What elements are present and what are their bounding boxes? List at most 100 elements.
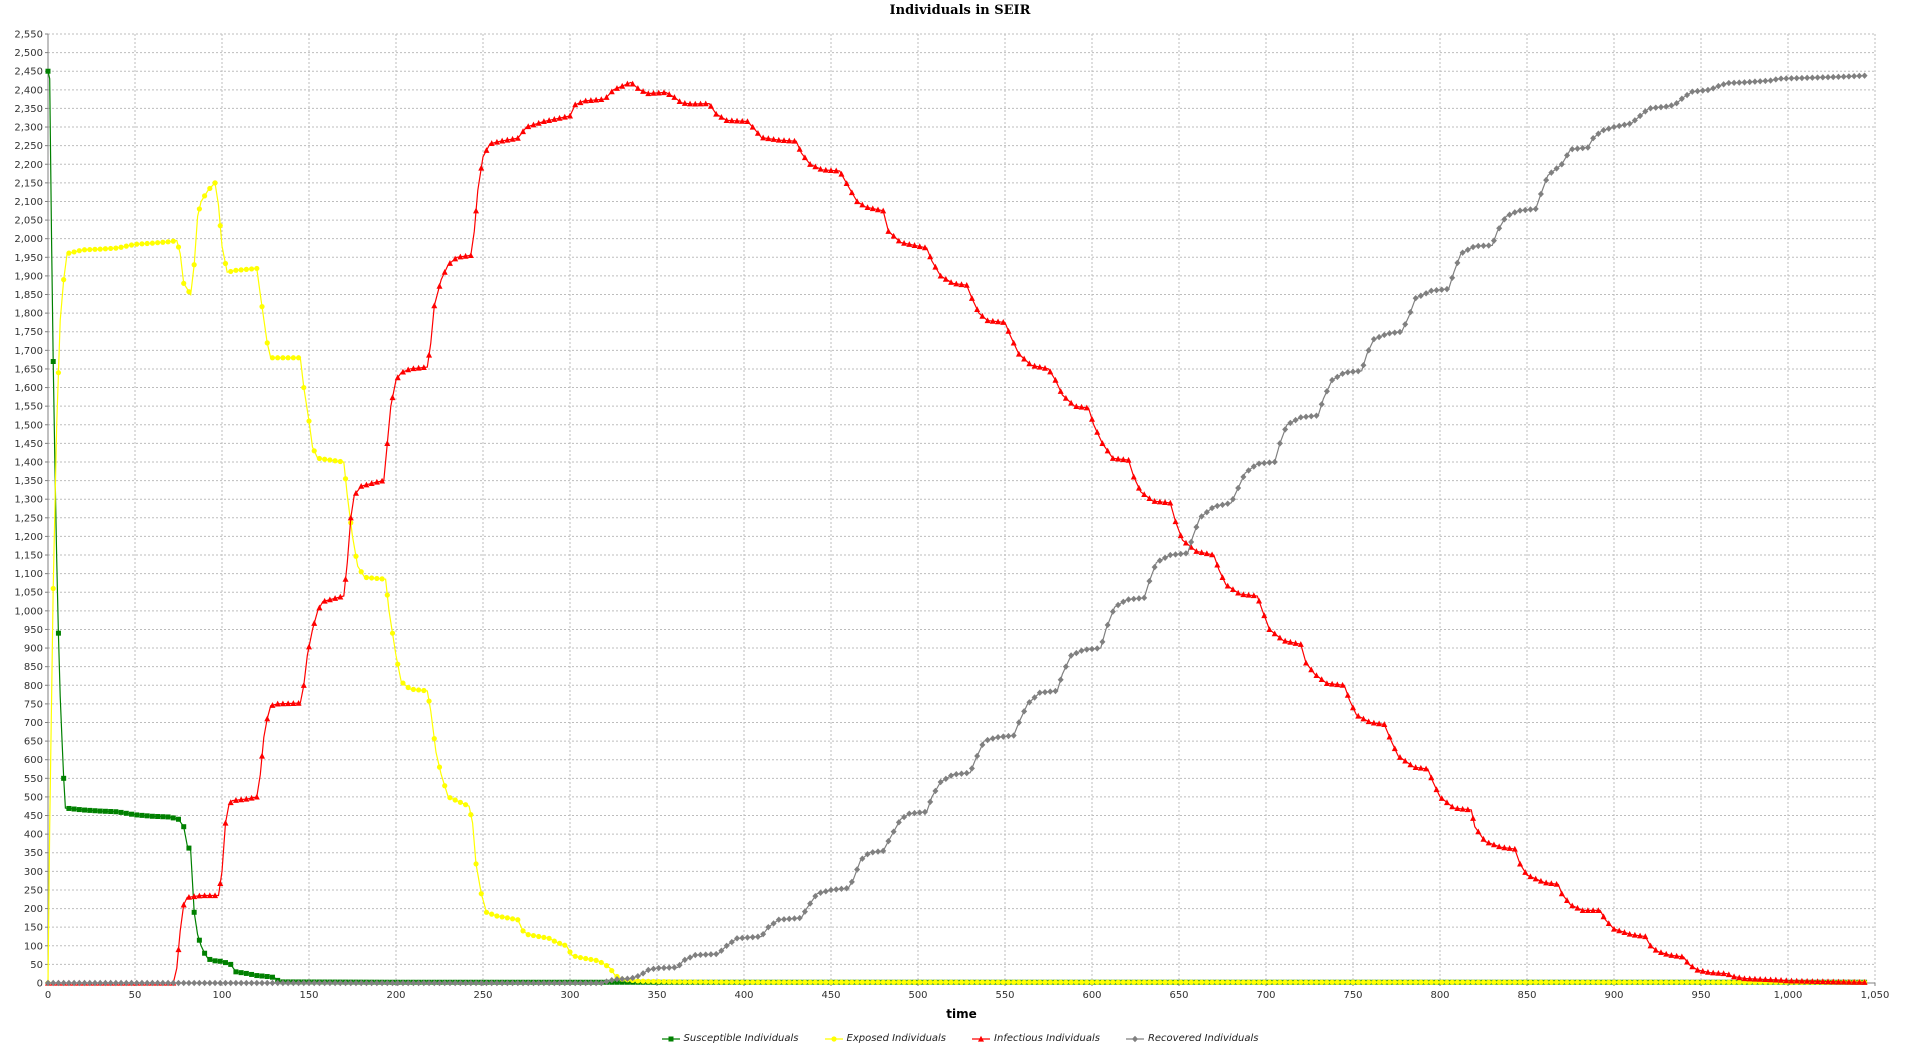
data-point bbox=[1000, 319, 1007, 325]
data-point bbox=[1433, 979, 1440, 985]
data-point bbox=[703, 979, 709, 985]
x-tick-label: 600 bbox=[1082, 990, 1101, 1001]
series-recovered-individuals bbox=[45, 72, 1868, 987]
data-point bbox=[1271, 630, 1278, 637]
data-point bbox=[744, 934, 751, 941]
data-point bbox=[1788, 977, 1795, 984]
data-point bbox=[92, 246, 98, 252]
data-point bbox=[71, 979, 78, 987]
data-point bbox=[149, 979, 156, 987]
data-point bbox=[1099, 638, 1106, 646]
data-point bbox=[1109, 455, 1116, 461]
data-point bbox=[640, 970, 647, 977]
data-point bbox=[812, 163, 819, 170]
data-point bbox=[279, 700, 286, 707]
data-point bbox=[932, 979, 939, 985]
data-point bbox=[890, 828, 897, 835]
data-point bbox=[191, 893, 198, 900]
data-point bbox=[1381, 331, 1388, 339]
x-tick-label: 1,050 bbox=[1861, 990, 1890, 1001]
data-point bbox=[1141, 491, 1148, 498]
legend-item: Recovered Individuals bbox=[1125, 1033, 1258, 1044]
data-point bbox=[655, 964, 662, 972]
data-point bbox=[1631, 931, 1638, 938]
data-point bbox=[848, 189, 855, 196]
data-point bbox=[1600, 913, 1607, 920]
data-point bbox=[416, 687, 422, 693]
data-point bbox=[1663, 950, 1670, 957]
data-point bbox=[457, 799, 463, 805]
data-point bbox=[358, 482, 365, 489]
data-point bbox=[160, 239, 166, 245]
data-point bbox=[269, 974, 275, 980]
data-point bbox=[1616, 122, 1623, 130]
data-point bbox=[1276, 634, 1283, 641]
data-point bbox=[228, 268, 234, 275]
data-point bbox=[650, 978, 657, 985]
data-point bbox=[337, 593, 344, 600]
data-point bbox=[1015, 350, 1022, 357]
data-point bbox=[384, 440, 391, 446]
data-point bbox=[598, 979, 605, 987]
data-point bbox=[1334, 681, 1341, 688]
data-point bbox=[1083, 404, 1090, 411]
y-tick-label: 1,250 bbox=[14, 513, 43, 524]
data-point bbox=[243, 266, 249, 272]
data-point bbox=[1527, 873, 1534, 880]
data-point bbox=[306, 418, 312, 424]
data-point bbox=[1731, 979, 1737, 985]
data-point bbox=[107, 979, 114, 987]
data-point bbox=[1345, 979, 1351, 985]
data-point bbox=[1527, 206, 1534, 213]
data-point bbox=[1078, 403, 1085, 410]
data-point bbox=[948, 979, 954, 985]
data-point bbox=[1417, 764, 1424, 771]
data-point bbox=[1798, 977, 1805, 984]
data-point bbox=[1245, 467, 1252, 474]
data-point bbox=[583, 955, 589, 962]
y-tick-label: 1,900 bbox=[14, 271, 43, 282]
data-point bbox=[102, 808, 108, 814]
data-point bbox=[1370, 719, 1377, 726]
data-point bbox=[1637, 979, 1643, 985]
data-point bbox=[828, 167, 834, 173]
data-point bbox=[1047, 979, 1053, 985]
data-point bbox=[968, 295, 975, 301]
data-point bbox=[749, 123, 756, 130]
data-point bbox=[775, 136, 782, 143]
data-point bbox=[1209, 504, 1216, 512]
data-point bbox=[1741, 79, 1748, 86]
data-point bbox=[718, 113, 725, 120]
data-point bbox=[608, 977, 615, 984]
data-point bbox=[608, 88, 615, 95]
data-point bbox=[1177, 532, 1184, 539]
data-point bbox=[598, 959, 604, 966]
data-point bbox=[1224, 582, 1231, 589]
data-point bbox=[452, 797, 458, 803]
data-point bbox=[1323, 680, 1330, 687]
data-point bbox=[1710, 85, 1717, 92]
data-point bbox=[316, 604, 323, 611]
data-point bbox=[1417, 292, 1424, 299]
data-point bbox=[212, 958, 218, 964]
data-point bbox=[869, 849, 876, 856]
data-point bbox=[1532, 875, 1539, 882]
data-point bbox=[207, 185, 213, 192]
data-point bbox=[399, 368, 406, 375]
data-point bbox=[82, 807, 88, 813]
data-point bbox=[1689, 88, 1696, 95]
data-point bbox=[1219, 979, 1226, 985]
data-point bbox=[441, 979, 448, 987]
data-point bbox=[875, 979, 881, 985]
data-point bbox=[1647, 942, 1654, 949]
data-point bbox=[196, 892, 203, 899]
y-tick-label: 2,450 bbox=[14, 67, 43, 78]
data-point bbox=[222, 979, 229, 987]
data-point bbox=[326, 979, 333, 987]
data-point bbox=[274, 979, 281, 987]
x-tick-label: 950 bbox=[1691, 990, 1710, 1001]
y-tick-label: 1,550 bbox=[14, 402, 43, 413]
data-point bbox=[974, 979, 980, 985]
x-tick-label: 900 bbox=[1604, 990, 1623, 1001]
data-point bbox=[1475, 242, 1482, 250]
